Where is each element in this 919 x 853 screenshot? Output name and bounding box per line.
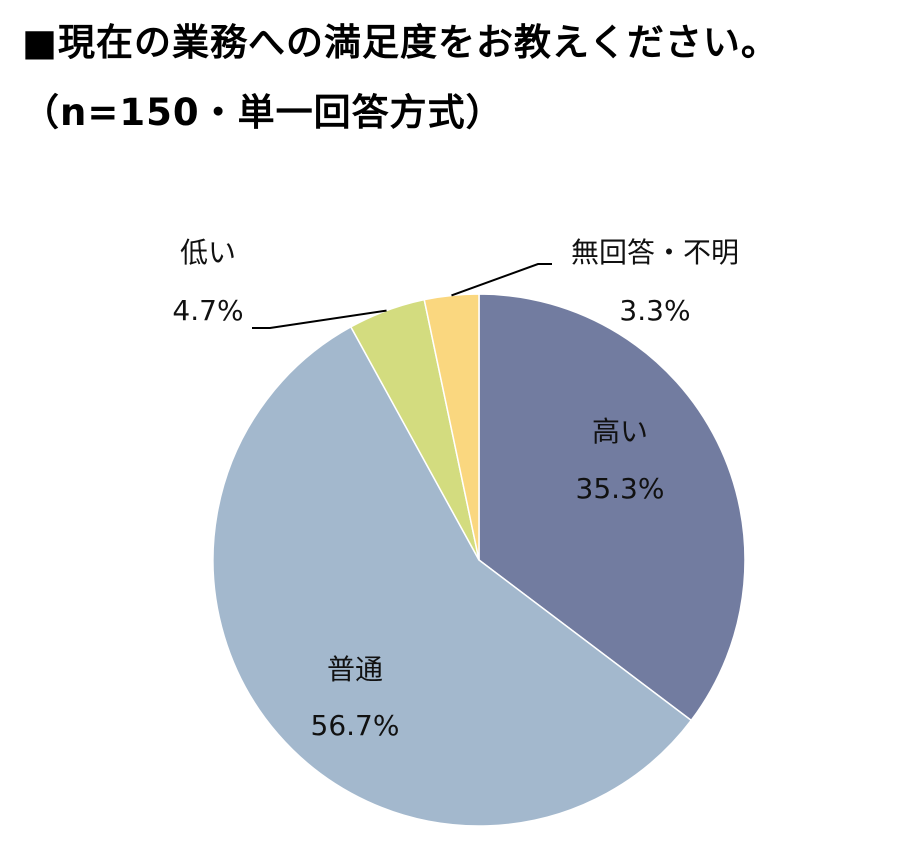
slice-label-normal: 普通 <box>327 653 383 686</box>
slice-value-high: 35.3% <box>576 472 665 505</box>
chart-title-line-2: （n=150・単一回答方式） <box>22 91 504 134</box>
pie-slices <box>212 293 746 827</box>
pie-slice-high <box>478 293 746 722</box>
slice-value-low: 4.7% <box>172 294 243 327</box>
slice-label-no-answer: 無回答・不明 <box>571 236 739 269</box>
chart-title-line-1: ■現在の業務への満足度をお教えください。 <box>22 21 779 64</box>
slice-label-high: 高い <box>592 415 648 448</box>
slice-value-normal: 56.7% <box>311 709 400 742</box>
leader-line-no-answer <box>451 263 552 297</box>
leader-line-low <box>252 309 387 329</box>
leader-lines <box>252 263 552 329</box>
slice-label-low: 低い <box>180 236 236 269</box>
pie-slice-normal <box>212 325 693 827</box>
pie-slice-no-answer <box>423 293 480 561</box>
slice-value-no-answer: 3.3% <box>619 294 690 327</box>
